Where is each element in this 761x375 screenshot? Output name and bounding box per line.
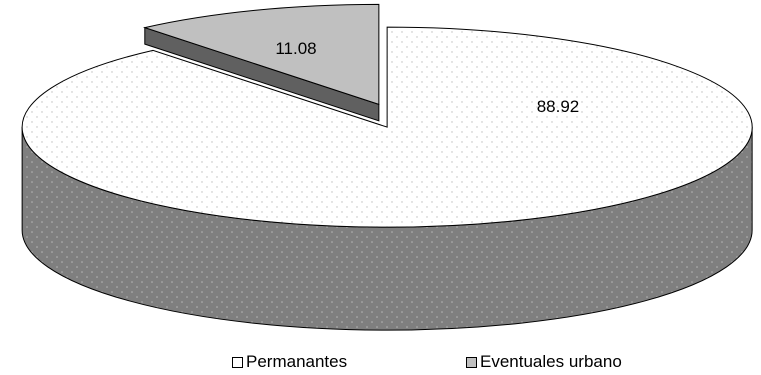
slice-top-face: [21, 26, 753, 228]
legend-swatch-permanantes: [232, 356, 243, 368]
legend-swatch-eventuales-urbano: [466, 356, 477, 368]
legend-label-permanantes: Permanantes: [246, 352, 348, 371]
slice-top-face: [142, 3, 380, 106]
legend-item-eventuales-urbano: Eventuales urbano: [466, 352, 622, 372]
pie-chart: 88.92 11.08: [21, 3, 753, 331]
pie-data-labels: 88.92 11.08: [275, 39, 579, 116]
legend-label-eventuales-urbano: Eventuales urbano: [480, 352, 622, 371]
slice-permanantes: [21, 26, 753, 331]
chart-legend: Permanantes Eventuales urbano: [0, 352, 761, 372]
legend-item-permanantes: Permanantes: [232, 352, 347, 372]
slice-eventuales-urbano: [142, 3, 380, 122]
data-label-eventuales-urbano: 11.08: [275, 39, 316, 58]
data-label-permanantes: 88.92: [537, 97, 580, 116]
pie-slices: [21, 3, 753, 331]
